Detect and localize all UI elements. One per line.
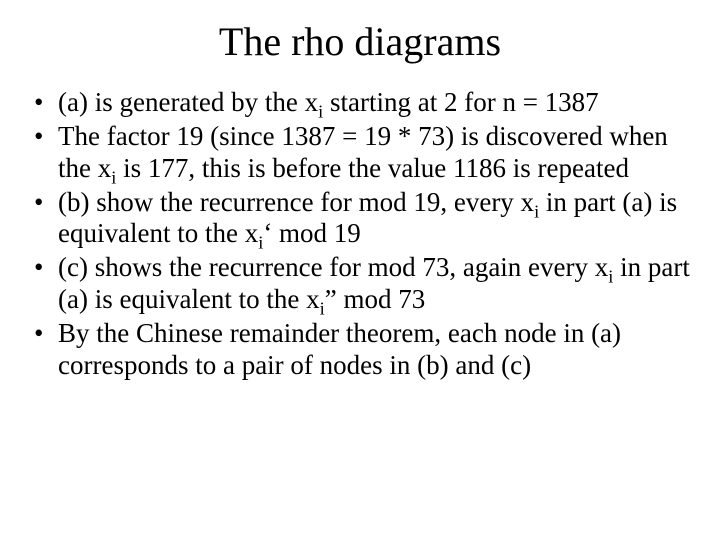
bullet-item: By the Chinese remainder theorem, each n… (30, 318, 690, 382)
bullet-text: (b) show the recurrence for mod 19, ever… (58, 187, 534, 217)
slide-title: The rho diagrams (30, 18, 690, 65)
bullet-item: (b) show the recurrence for mod 19, ever… (30, 187, 690, 251)
bullet-text: (c) shows the recurrence for mod 73, aga… (58, 252, 608, 282)
bullet-text: By the Chinese remainder theorem, each n… (58, 318, 621, 380)
bullet-text: ” mod 73 (325, 284, 426, 314)
bullet-text: (a) is generated by the x (58, 87, 318, 117)
slide: The rho diagrams (a) is generated by the… (0, 0, 720, 540)
bullet-item: The factor 19 (since 1387 = 19 * 73) is … (30, 121, 690, 185)
bullet-text: is 177, this is before the value 1186 is… (116, 153, 629, 183)
bullet-item: (c) shows the recurrence for mod 73, aga… (30, 252, 690, 316)
bullet-item: (a) is generated by the xi starting at 2… (30, 87, 690, 119)
bullet-text: starting at 2 for n = 1387 (323, 87, 598, 117)
bullet-text: ‘ mod 19 (263, 218, 361, 248)
bullet-list: (a) is generated by the xi starting at 2… (30, 87, 690, 382)
